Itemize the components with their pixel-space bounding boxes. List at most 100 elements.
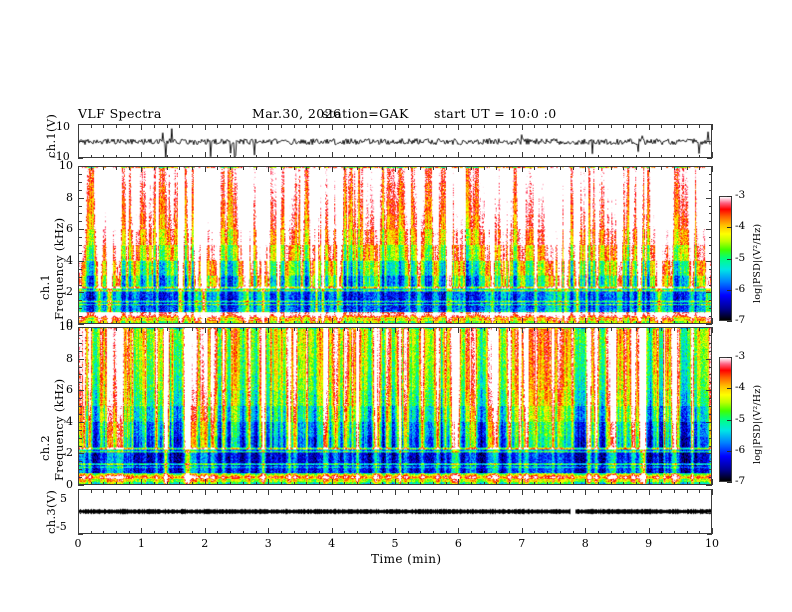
tick-mark [78,398,82,399]
tick-mark [78,166,79,172]
tick-mark [585,528,586,534]
tick-mark [167,489,168,493]
tick-mark [560,481,561,485]
tick-mark [471,489,472,493]
tick-mark [78,198,84,199]
tick-mark [636,320,637,324]
tick-mark [78,489,83,490]
tick-mark [598,166,599,170]
tick-mark [256,166,257,170]
tick-mark [598,327,599,331]
tick-mark [256,154,257,158]
xtick-label-4: 4 [328,537,336,550]
tick-mark [573,154,574,158]
tick-mark [116,327,117,331]
tick-mark [708,206,712,207]
tick-mark [256,530,257,534]
tick-mark [382,530,383,534]
tick-mark [243,124,244,128]
tick-mark [382,489,383,493]
tick-mark [167,530,168,534]
tick-mark [573,327,574,331]
tick-mark [509,124,510,128]
tick-mark [268,166,269,172]
tick-mark [78,367,82,368]
tick-mark [674,481,675,485]
tick-mark [674,530,675,534]
tick-mark [708,446,712,447]
tick-mark [458,318,459,324]
tick-mark [708,477,712,478]
tick-mark [167,124,168,128]
tick-mark [217,530,218,534]
tick-mark [706,422,712,423]
tick-mark [712,479,713,485]
tick-mark [192,327,193,331]
tick-mark [154,489,155,493]
colorbar-ch1-tickmark-4 [727,321,732,322]
tick-mark [78,446,82,447]
tick-mark [116,489,117,493]
tick-mark [649,166,650,172]
tick-mark [433,489,434,493]
tick-mark [534,320,535,324]
tick-mark [319,124,320,128]
tick-mark [370,166,371,170]
tick-mark [332,166,333,172]
tick-mark [230,154,231,158]
tick-mark [281,154,282,158]
tick-mark [706,324,712,325]
tick-mark [268,489,269,495]
xtick-label-6: 6 [454,537,462,550]
tick-mark [446,320,447,324]
tick-mark [623,481,624,485]
xtick-label-10: 10 [705,537,719,550]
tick-mark [91,327,92,331]
tick-mark [471,124,472,128]
header-station: station=GAK [322,106,409,121]
ytick-ch2-spec-0: 10 [59,320,73,333]
tick-mark [294,530,295,534]
tick-mark [706,198,712,199]
tick-mark [458,528,459,534]
tick-mark [78,124,79,130]
tick-mark [78,374,82,375]
tick-mark [560,320,561,324]
tick-mark [395,152,396,158]
tick-mark [217,320,218,324]
tick-mark [522,479,523,485]
tick-mark [484,166,485,170]
tick-mark [699,166,700,170]
tick-mark [230,320,231,324]
tick-mark [319,530,320,534]
tick-mark [471,154,472,158]
tick-mark [560,124,561,128]
tick-mark [708,398,712,399]
tick-mark [611,154,612,158]
tick-mark [661,166,662,170]
tick-mark [636,166,637,170]
tick-mark [708,253,712,254]
tick-mark [573,530,574,534]
colorbar-ch2-label-0: -3 [735,350,746,362]
tick-mark [179,481,180,485]
tick-mark [78,335,82,336]
tick-mark [103,124,104,128]
tick-mark [217,166,218,170]
tick-mark [294,124,295,128]
tick-mark [179,530,180,534]
tick-mark [496,327,497,331]
tick-mark [129,124,130,128]
tick-mark [332,489,333,495]
tick-mark [598,154,599,158]
tick-mark [509,327,510,331]
tick-mark [281,124,282,128]
tick-mark [78,221,82,222]
tick-mark [509,489,510,493]
tick-mark [687,481,688,485]
tick-mark [674,154,675,158]
panel-ch1-spectrogram [78,166,712,324]
tick-mark [243,166,244,170]
tick-mark [636,154,637,158]
tick-mark [268,479,269,485]
